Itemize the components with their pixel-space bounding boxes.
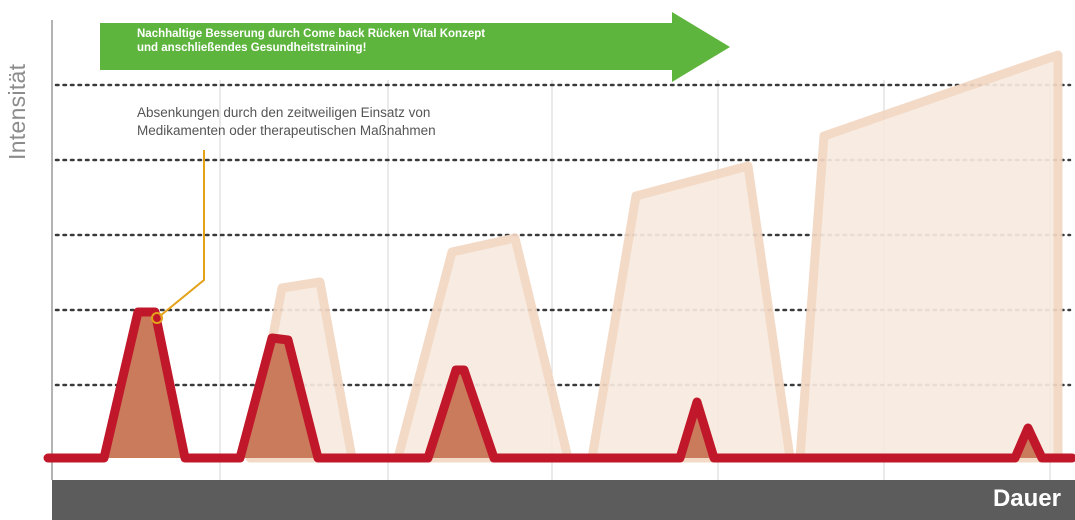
improvement-arrow xyxy=(100,12,730,82)
treated-fill-1 xyxy=(104,312,185,458)
treated-fill-2 xyxy=(240,338,318,458)
treated-fill-3 xyxy=(428,370,494,458)
annotation-line-1: Absenkungen durch den zeitweiligen Einsa… xyxy=(137,105,431,120)
untreated-pain-areas xyxy=(245,50,1063,463)
annotation-line-2: Medikamenten oder therapeutischen Maßnah… xyxy=(137,123,436,138)
pain-intensity-line xyxy=(43,307,1075,463)
untreated-episode-4 xyxy=(795,50,1063,463)
annotation-pointer xyxy=(151,150,205,324)
x-axis-label: Dauer xyxy=(992,485,1061,512)
banner-line-2: und anschließendes Gesundheitstraining! xyxy=(137,42,367,54)
y-axis-label: Intensität xyxy=(4,63,30,160)
arrow-banner-text: Nachhaltige Besserung durch Come back Rü… xyxy=(137,27,597,55)
annotation-text: Absenkungen durch den zeitweiligen Einsa… xyxy=(137,104,557,140)
banner-line-1: Nachhaltige Besserung durch Come back Rü… xyxy=(137,28,486,40)
x-axis-bar xyxy=(52,480,1075,520)
